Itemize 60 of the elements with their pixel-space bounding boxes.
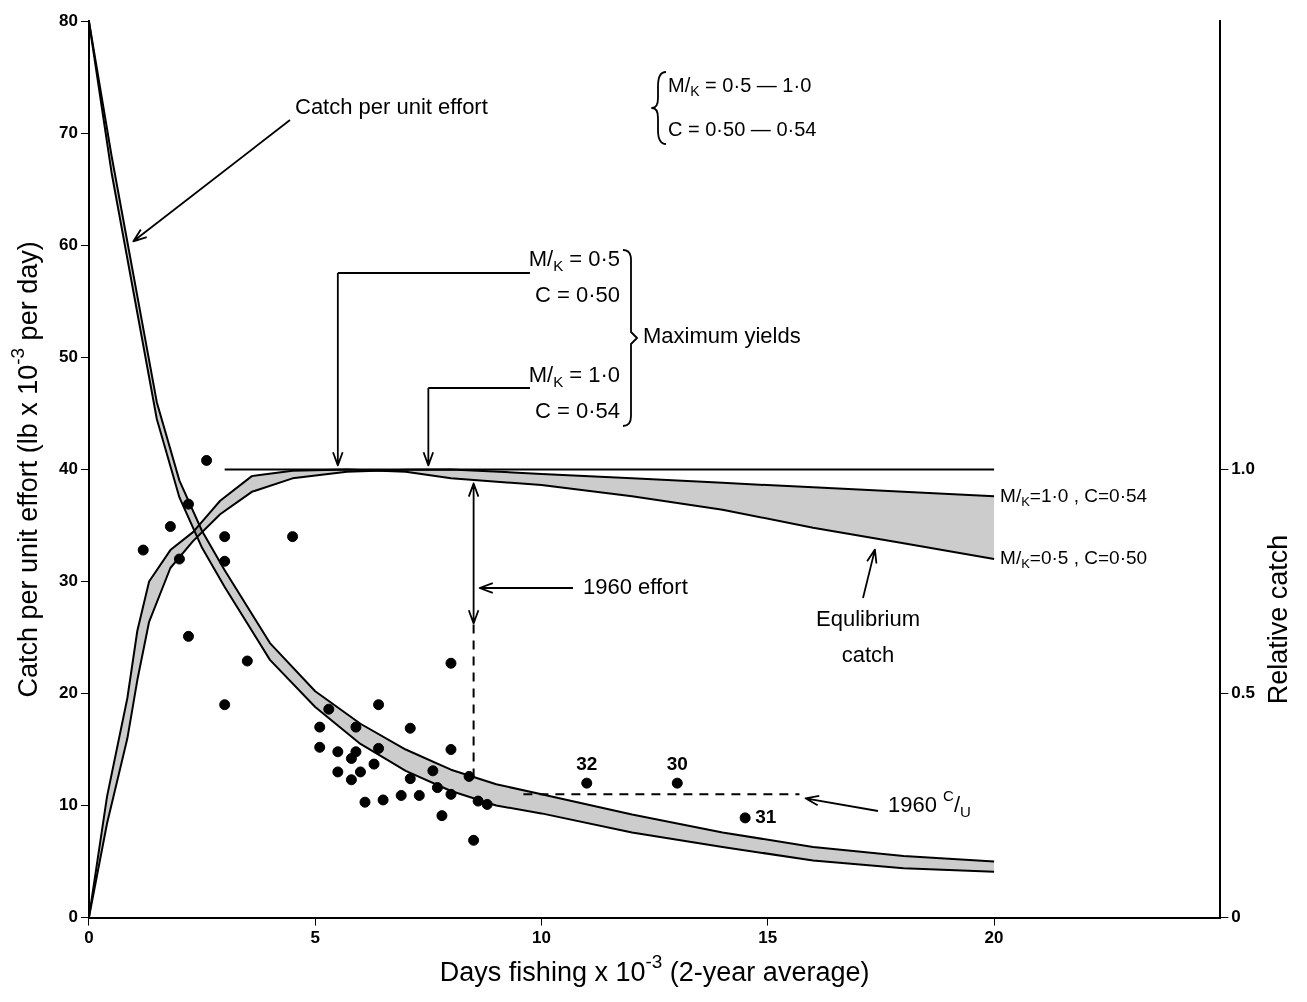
y-tick-label: 0 — [68, 907, 78, 927]
point — [404, 722, 416, 734]
annotation: Catch per unit effort — [295, 94, 488, 120]
point — [201, 454, 213, 466]
annotation: 1960 effort — [583, 574, 688, 600]
point — [395, 789, 407, 801]
y-tick-label: 40 — [58, 459, 78, 479]
point — [137, 544, 149, 556]
point — [359, 796, 371, 808]
y-tick-label: 70 — [58, 122, 78, 142]
point — [287, 531, 299, 543]
y-tick-label: 10 — [58, 795, 78, 815]
point — [345, 774, 357, 786]
point — [581, 777, 593, 789]
annotation: Maximum yields — [643, 323, 801, 349]
point — [373, 742, 385, 754]
y-tick-label: 20 — [58, 683, 78, 703]
x-tick-label: 15 — [758, 928, 778, 948]
x-tick-label: 0 — [84, 928, 94, 948]
point — [314, 721, 326, 733]
point — [182, 630, 194, 642]
point — [241, 655, 253, 667]
x-tick-label: 20 — [984, 928, 1004, 948]
point — [350, 721, 362, 733]
point — [436, 810, 448, 822]
annotation: 30 — [666, 753, 688, 775]
annotation: 31 — [755, 806, 777, 828]
point — [413, 789, 425, 801]
x-tick-label: 10 — [532, 928, 551, 948]
x-tick-label: 5 — [310, 928, 320, 948]
point — [427, 765, 439, 777]
y2-tick-label: 0.5 — [1231, 683, 1256, 703]
point — [219, 699, 231, 711]
y2-axis-title: Relative catch — [1263, 534, 1294, 705]
y-tick-label: 30 — [58, 571, 78, 591]
point — [468, 834, 480, 846]
point — [445, 657, 457, 669]
point — [377, 794, 389, 806]
annotation: Equlibrium catch — [816, 606, 920, 668]
y-tick-label: 60 — [58, 234, 78, 254]
point — [323, 703, 335, 715]
y-tick-label: 50 — [58, 347, 78, 367]
y2-tick-label: 1.0 — [1231, 459, 1256, 479]
point — [739, 812, 751, 824]
point — [314, 741, 326, 753]
y2-tick-label: 0 — [1231, 907, 1241, 927]
point — [219, 531, 231, 543]
point — [332, 766, 344, 778]
point — [671, 777, 683, 789]
y-tick-label: 80 — [58, 10, 78, 30]
point — [373, 699, 385, 711]
point — [445, 744, 457, 756]
point — [354, 766, 366, 778]
point — [332, 746, 344, 758]
y-axis-title: Catch per unit effort (lb x 10-3 per day) — [7, 241, 44, 698]
point — [164, 521, 176, 533]
point — [368, 758, 380, 770]
point — [345, 752, 357, 764]
annotation: 32 — [576, 753, 598, 775]
point — [404, 773, 416, 785]
